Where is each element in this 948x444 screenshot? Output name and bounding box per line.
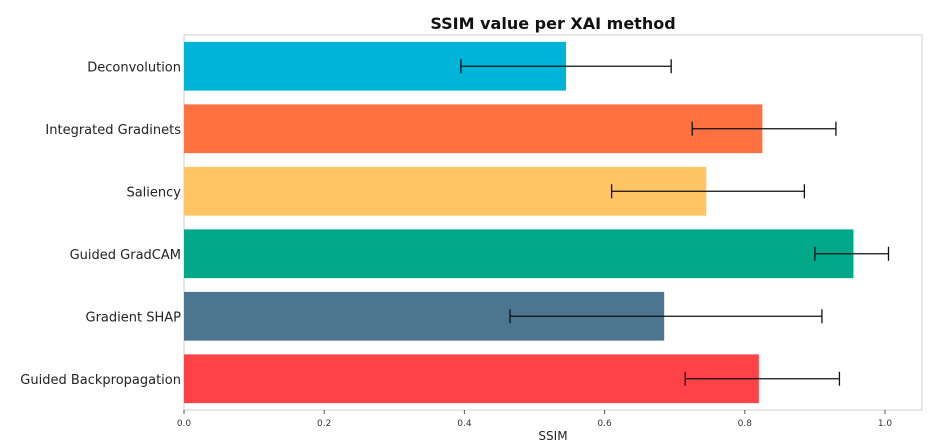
x-tick-label-4: 0.8: [738, 419, 753, 429]
category-label-3: Guided GradCAM: [70, 248, 181, 263]
plot-frame: [183, 34, 923, 411]
error-bar-1: [691, 121, 837, 136]
x-tick-label-5: 1.0: [878, 419, 893, 429]
category-label-4: Gradient SHAP: [86, 310, 182, 325]
x-tick-label-2: 0.4: [457, 419, 472, 429]
x-axis-label: SSIM: [538, 429, 567, 443]
category-label-5: Guided Backpropagation: [20, 373, 181, 388]
bar-5: [184, 354, 759, 404]
category-label-0: Deconvolution: [87, 60, 181, 75]
x-axis-ticks: 0.0 0.2 0.4 0.6 0.8 1.0: [177, 410, 893, 429]
bar-3: [184, 229, 854, 279]
category-labels: Deconvolution Integrated Gradinets Salienc…: [20, 60, 181, 388]
x-tick-label-3: 0.6: [597, 419, 612, 429]
x-tick-label-0: 0.0: [177, 419, 192, 429]
error-bar-2: [610, 184, 806, 199]
error-bar-5: [684, 371, 841, 386]
error-bars-group: [460, 59, 890, 386]
error-bar-3: [814, 246, 890, 261]
chart-title: SSIM value per XAI method: [430, 14, 675, 33]
bar-1: [184, 104, 763, 154]
category-label-2: Saliency: [126, 185, 181, 200]
error-bar-0: [460, 59, 672, 74]
bars-group: [184, 41, 854, 404]
category-label-1: Integrated Gradinets: [45, 123, 181, 138]
x-tick-label-1: 0.2: [317, 419, 331, 429]
error-bar-4: [509, 309, 823, 324]
